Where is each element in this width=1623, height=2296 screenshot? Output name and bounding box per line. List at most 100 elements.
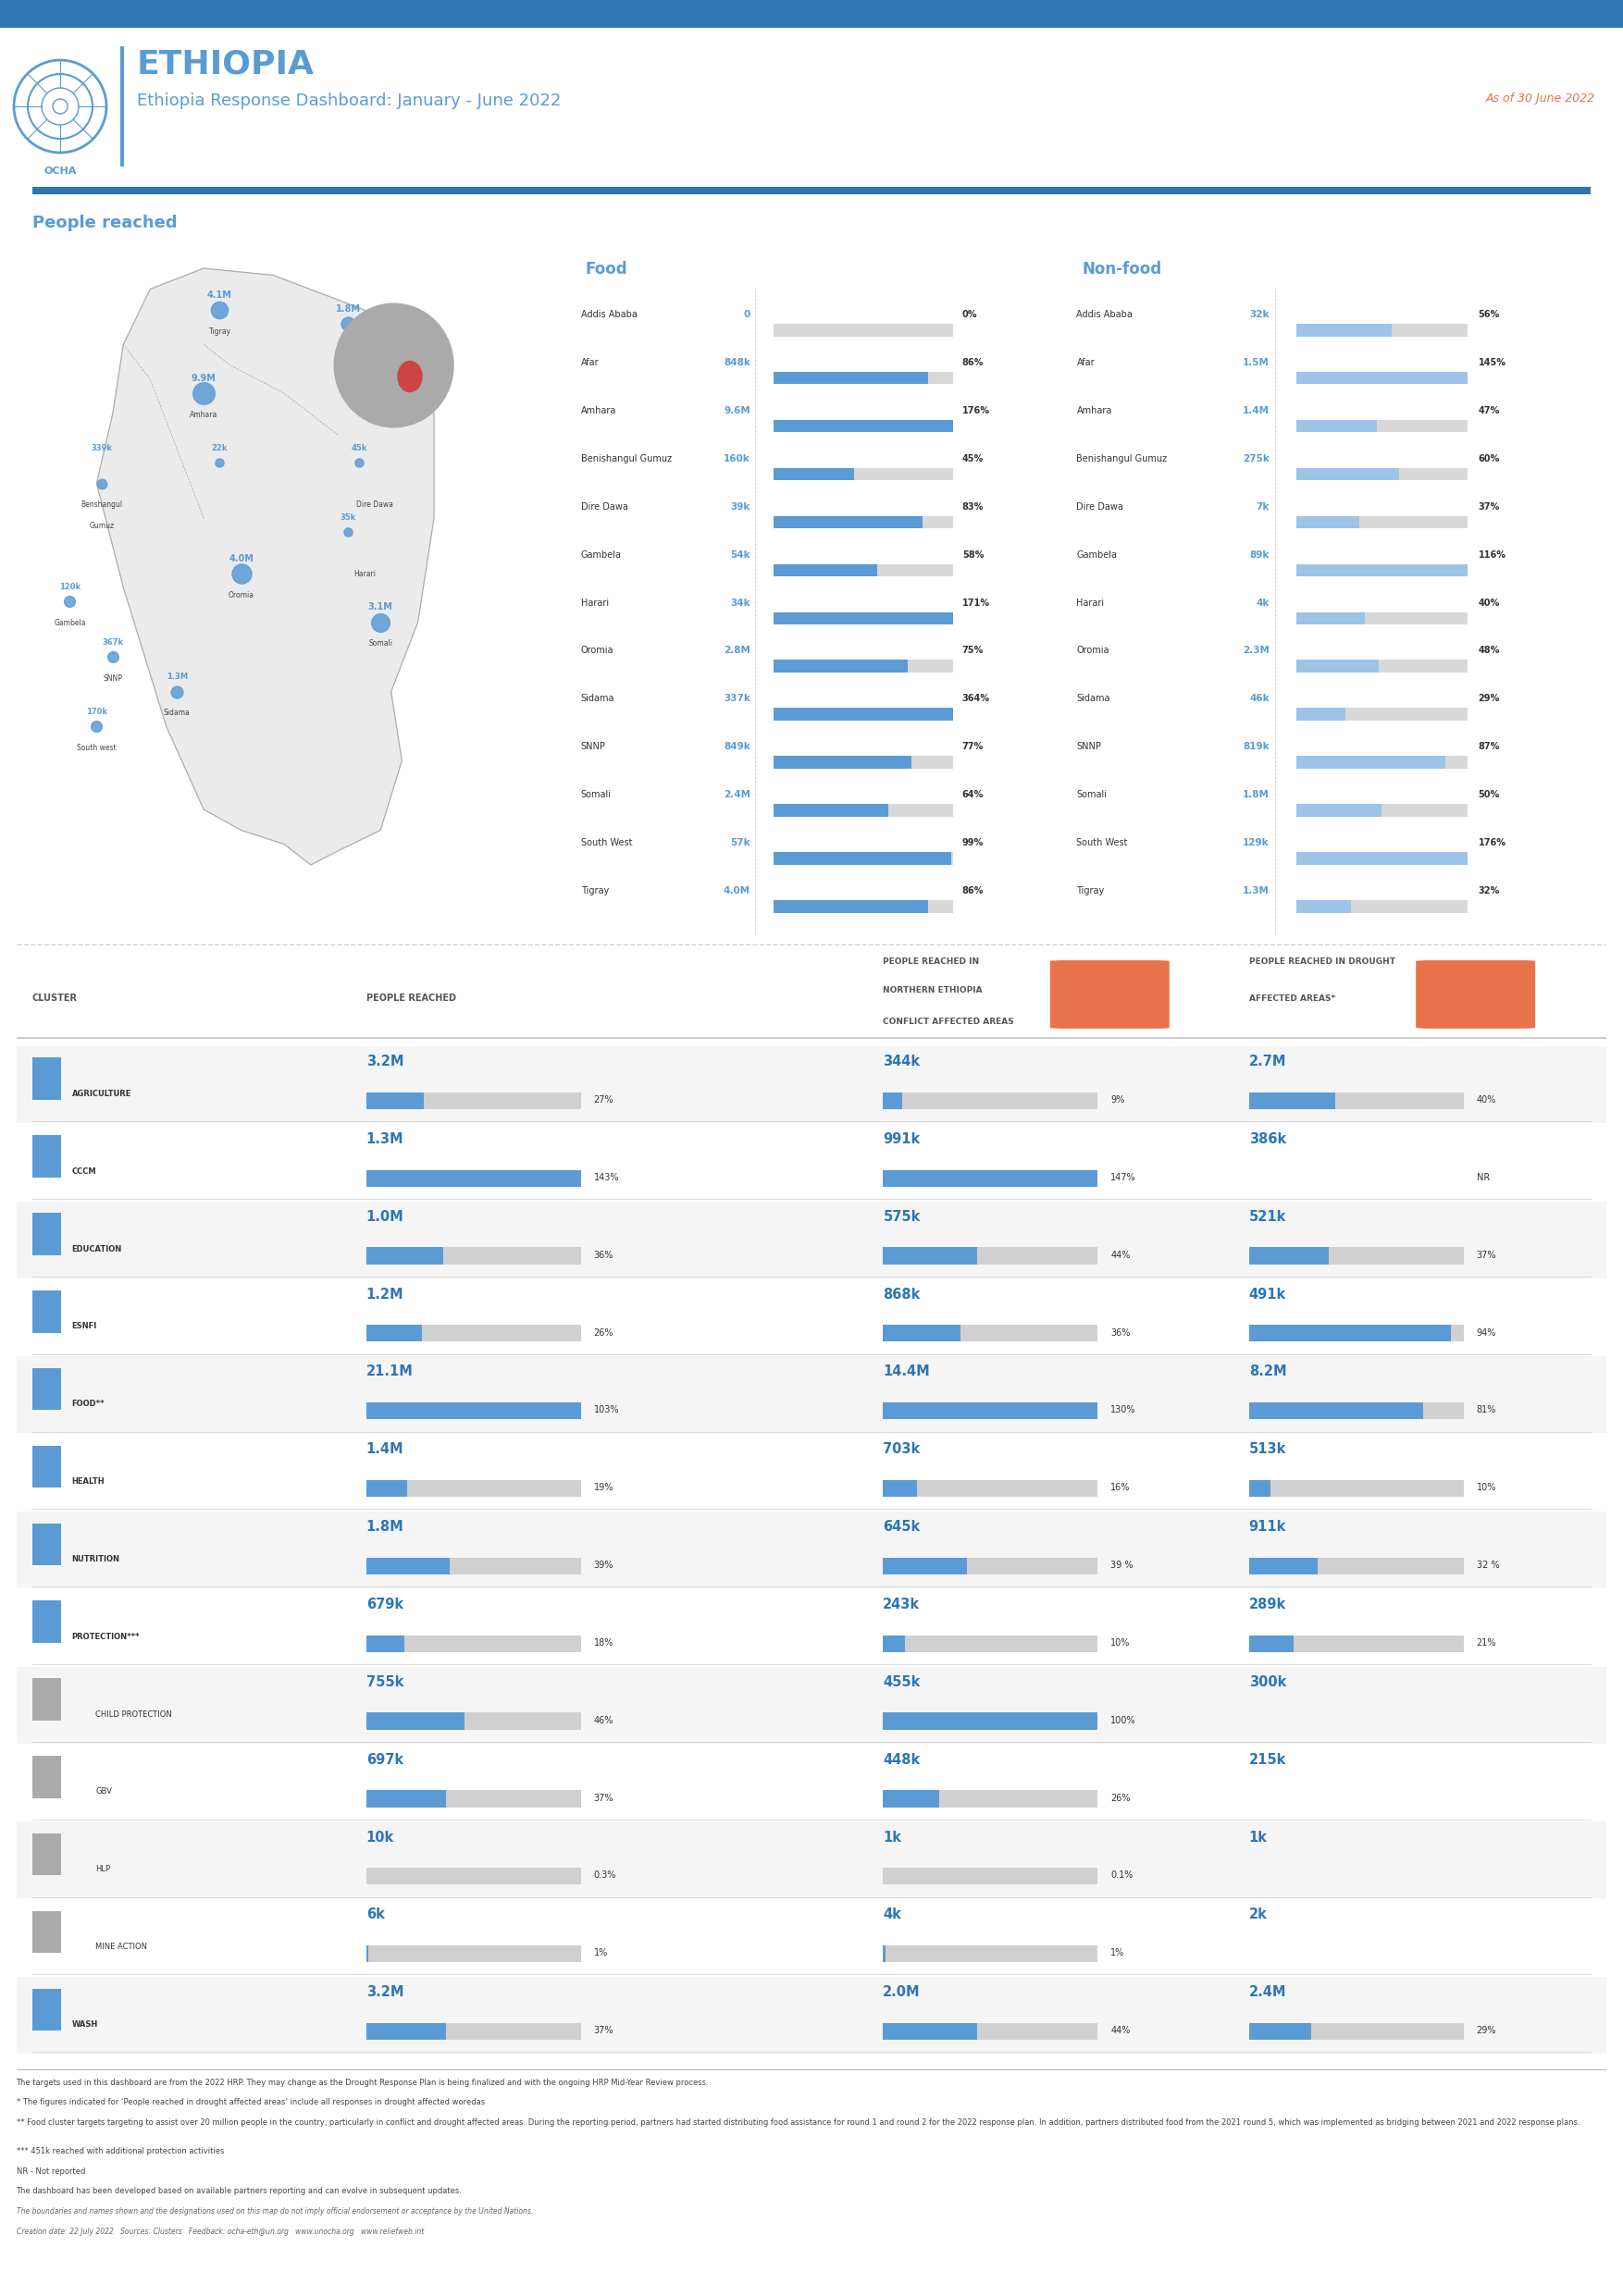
Text: 26%: 26%	[1110, 1793, 1130, 1802]
Bar	[883, 1635, 904, 1653]
Text: 37%: 37%	[594, 2025, 613, 2034]
Text: Sidama: Sidama	[581, 693, 615, 703]
Text: 160k: 160k	[724, 455, 750, 464]
Bar	[883, 1403, 1097, 1419]
Text: 991k: 991k	[883, 1132, 920, 1146]
Text: Sidama: Sidama	[164, 709, 190, 716]
Bar	[883, 1169, 1097, 1187]
Bar	[1250, 1403, 1464, 1419]
Text: Oromia: Oromia	[229, 590, 255, 599]
Text: CLUSTER: CLUSTER	[32, 994, 78, 1003]
Text: Afar: Afar	[341, 342, 355, 349]
Text: As of 30 June 2022: As of 30 June 2022	[1485, 92, 1595, 106]
Bar	[774, 517, 922, 528]
Bar	[1297, 420, 1376, 432]
Text: 337k: 337k	[724, 693, 750, 703]
Text: 64%: 64%	[962, 790, 984, 799]
Text: Harari: Harari	[1076, 597, 1104, 608]
Bar	[367, 1635, 404, 1653]
Bar	[32, 1600, 60, 1644]
Text: 819k: 819k	[1243, 742, 1269, 751]
Bar	[1297, 372, 1467, 383]
Bar	[883, 1557, 967, 1575]
Bar	[367, 1481, 407, 1497]
Text: 448k: 448k	[883, 1752, 920, 1766]
Text: 1.3M: 1.3M	[166, 673, 188, 682]
Circle shape	[334, 303, 454, 427]
Bar	[1297, 324, 1467, 335]
Bar	[32, 1988, 60, 2030]
Text: PEOPLE REACHED IN: PEOPLE REACHED IN	[883, 957, 979, 964]
Bar	[1250, 1093, 1334, 1109]
Text: 9.9M: 9.9M	[192, 374, 216, 383]
Text: Tigray: Tigray	[581, 886, 609, 895]
Text: 755k: 755k	[367, 1676, 404, 1690]
Bar	[774, 659, 907, 673]
Text: 386k: 386k	[1250, 1132, 1285, 1146]
Bar	[32, 1678, 60, 1720]
Text: Somali: Somali	[581, 790, 612, 799]
Text: 48%: 48%	[1479, 645, 1500, 654]
Text: 37%: 37%	[594, 1793, 613, 1802]
Bar	[1297, 659, 1467, 673]
Text: 120k: 120k	[58, 583, 81, 590]
FancyBboxPatch shape	[1415, 960, 1535, 1029]
Text: 289k: 289k	[1250, 1598, 1285, 1612]
Text: 2.3M: 2.3M	[1243, 645, 1269, 654]
Text: 19%: 19%	[594, 1483, 613, 1492]
Bar	[120, 46, 123, 168]
Text: 50%: 50%	[1479, 790, 1500, 799]
Text: SNNP: SNNP	[102, 675, 122, 682]
Bar	[774, 372, 953, 383]
Bar	[774, 755, 912, 769]
Text: 94%: 94%	[1477, 1327, 1496, 1336]
Bar	[774, 372, 928, 383]
Bar	[883, 1791, 938, 1807]
Text: HEALTH: HEALTH	[71, 1476, 105, 1486]
Text: 103%: 103%	[594, 1405, 618, 1414]
Text: 34k: 34k	[730, 597, 750, 608]
Bar	[774, 852, 953, 866]
Bar	[1297, 468, 1399, 480]
Text: Food: Food	[586, 262, 628, 278]
Bar	[883, 1791, 1097, 1807]
Text: SNNP: SNNP	[1076, 742, 1102, 751]
Text: 0: 0	[743, 310, 750, 319]
Bar	[883, 1945, 885, 1963]
Text: 44%: 44%	[1110, 2025, 1130, 2034]
Text: 10%: 10%	[1477, 1483, 1496, 1492]
Text: 99%: 99%	[962, 838, 984, 847]
Bar	[367, 1945, 368, 1963]
Bar	[1297, 707, 1467, 721]
Text: Amhara: Amhara	[190, 411, 217, 418]
Text: 339k: 339k	[91, 443, 112, 452]
Text: 1.2M: 1.2M	[367, 1288, 404, 1302]
Text: Somali: Somali	[368, 641, 393, 647]
Bar	[1297, 372, 1467, 383]
Text: 344k: 344k	[883, 1054, 920, 1068]
Bar	[32, 1835, 60, 1876]
Bar	[774, 565, 953, 576]
Text: 87%: 87%	[1479, 742, 1500, 751]
Text: 32 %: 32 %	[1477, 1561, 1500, 1570]
Bar	[367, 1791, 446, 1807]
Bar	[367, 1325, 581, 1341]
Text: Oromia: Oromia	[1076, 645, 1110, 654]
Text: 455k: 455k	[883, 1676, 920, 1690]
Bar	[1250, 1247, 1328, 1265]
Text: * The figures indicated for ‘People reached in drought affected areas’ include a: * The figures indicated for ‘People reac…	[16, 2099, 485, 2108]
Text: FOOD**: FOOD**	[71, 1401, 105, 1407]
Bar	[774, 659, 953, 673]
Text: 86%: 86%	[962, 358, 984, 367]
Text: 1%: 1%	[1110, 1949, 1125, 1958]
Text: 37%: 37%	[1479, 503, 1500, 512]
Bar	[1297, 324, 1393, 335]
Bar	[367, 1325, 422, 1341]
Bar	[774, 707, 953, 721]
Bar	[883, 1481, 917, 1497]
Text: 22k: 22k	[211, 443, 227, 452]
Text: Amhara: Amhara	[581, 406, 617, 416]
Text: 14.4M: 14.4M	[883, 1364, 930, 1380]
Text: People reached: People reached	[32, 214, 177, 232]
Text: 147%: 147%	[1110, 1173, 1136, 1182]
